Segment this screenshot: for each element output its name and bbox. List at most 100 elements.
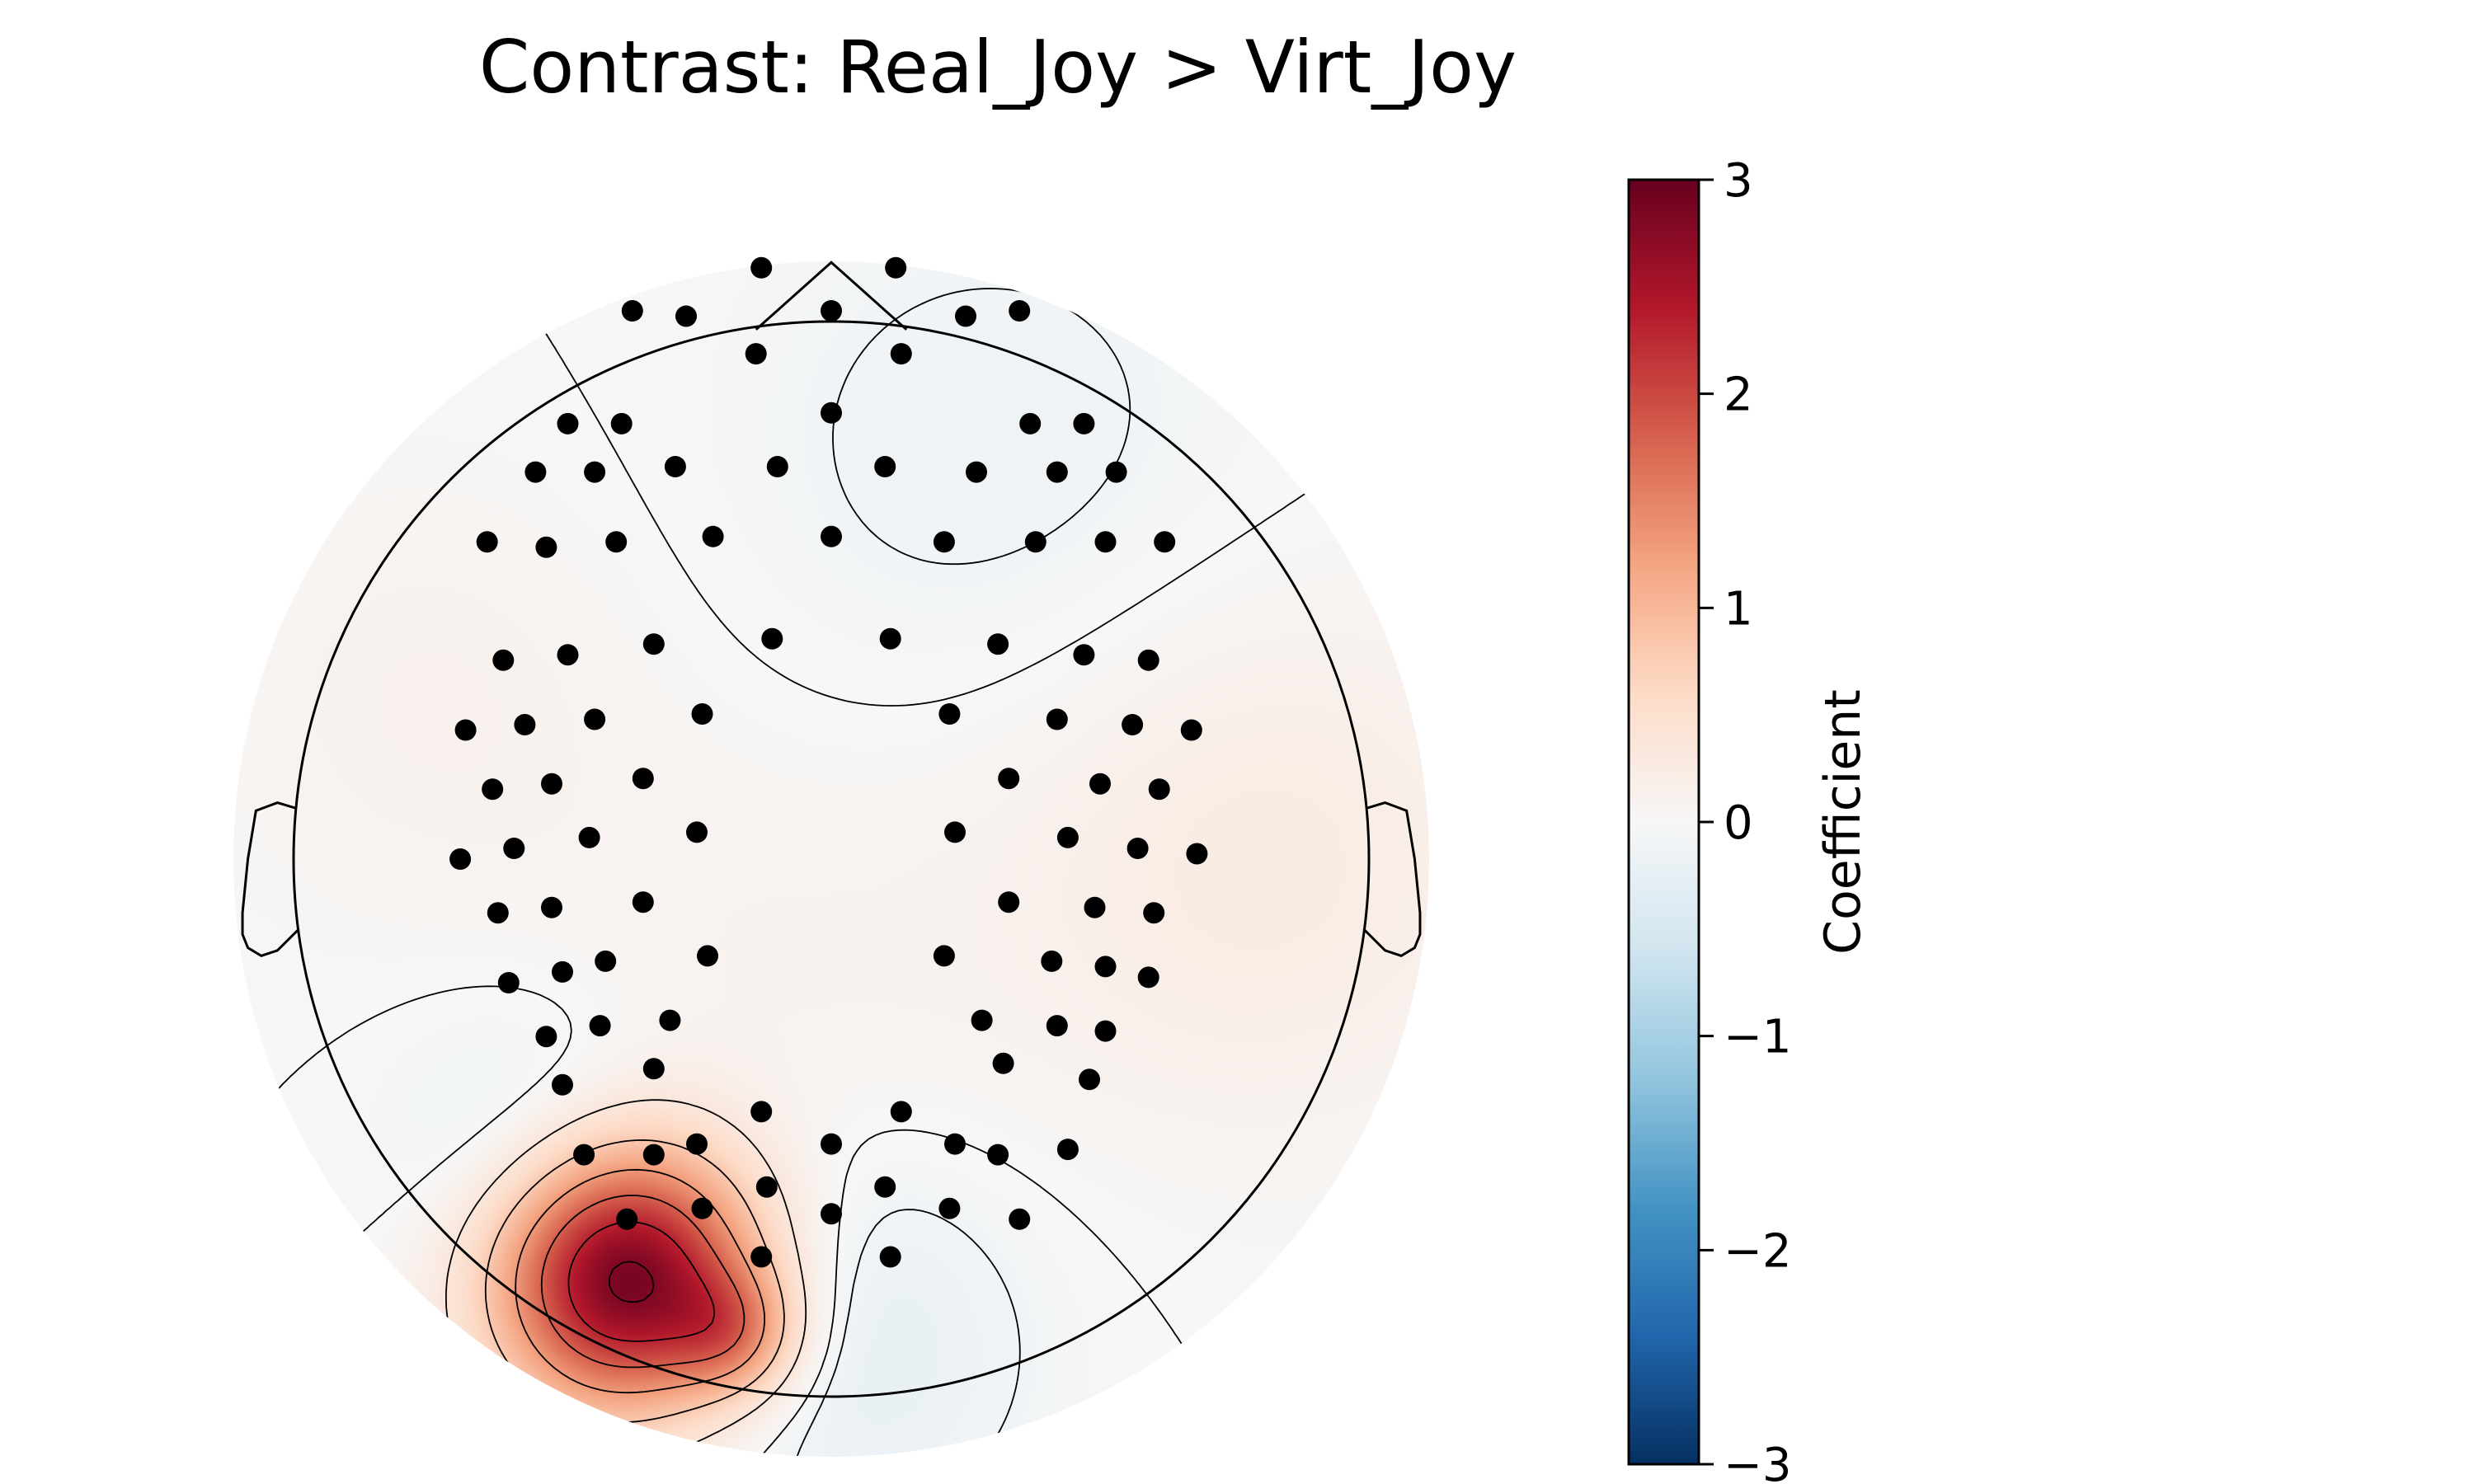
sensor-dot: [879, 1246, 901, 1268]
sensor-dot: [874, 456, 896, 477]
sensor-dot: [535, 536, 557, 558]
sensor-dot: [1186, 843, 1208, 865]
left-ear: [241, 801, 300, 958]
colorbar-tick-label: −3: [1724, 1439, 1792, 1484]
sensor-dot: [476, 531, 498, 553]
sensor-dot: [675, 305, 697, 327]
sensor-dot: [1056, 826, 1079, 848]
chart-title: Contrast: Real_Joy > Virt_Joy: [479, 25, 1517, 110]
sensor-dot: [890, 343, 912, 365]
sensor-dot: [524, 461, 547, 483]
sensor-dot: [535, 1026, 557, 1048]
sensor-dot: [589, 1015, 611, 1037]
colorbar: 3 2 1 0 −1 −2 −3 Coefficient: [1627, 154, 1872, 1484]
sensor-dot: [503, 838, 525, 859]
colorbar-label: Coefficient: [1814, 689, 1872, 955]
sensor-dot: [1094, 956, 1117, 978]
sensor-dot: [642, 633, 665, 655]
sensor-dot: [755, 1176, 778, 1198]
sensor-dot: [659, 1009, 681, 1031]
sensor-dot: [573, 1144, 595, 1166]
sensor-dot: [1024, 531, 1047, 553]
sensor-dot: [966, 461, 987, 483]
sensor-dot: [750, 1101, 773, 1123]
sensor-dot: [632, 891, 654, 913]
sensor-dot: [971, 1009, 993, 1031]
sensor-dot: [557, 412, 579, 434]
colorbar-tick-label: 2: [1724, 369, 1753, 422]
sensor-dot: [761, 627, 783, 650]
sensor-dot: [482, 778, 504, 801]
sensor-dot: [998, 768, 1020, 790]
sensor-dot: [821, 402, 842, 424]
sensor-dot: [1180, 719, 1202, 741]
colorbar-tick-label: 0: [1724, 796, 1753, 850]
sensor-dot: [1105, 461, 1127, 483]
sensor-dot: [1137, 649, 1159, 671]
sensor-dot: [691, 1197, 713, 1219]
sensor-dot: [449, 848, 472, 870]
sensor-dot: [686, 821, 708, 843]
sensor-dot: [987, 1144, 1009, 1166]
sensor-dot: [1094, 1020, 1117, 1042]
topomap: [233, 256, 1429, 1457]
sensor-dot: [1084, 896, 1106, 918]
sensor-dot: [497, 972, 520, 993]
sensor-dot: [492, 649, 515, 671]
sensor-dot: [933, 531, 955, 553]
sensor-dot: [664, 456, 686, 477]
right-ear: [1362, 801, 1422, 958]
sensor-dot: [1094, 531, 1117, 553]
sensor-dot: [552, 960, 573, 983]
sensor-dot: [1079, 1068, 1100, 1091]
sensor-dots: [449, 256, 1208, 1268]
sensor-dot: [557, 644, 579, 666]
sensor-dot: [1073, 412, 1095, 434]
sensor-dot: [879, 627, 901, 650]
sensor-dot: [938, 703, 961, 725]
sensor-dot: [821, 1203, 842, 1225]
sensor-dot: [584, 708, 606, 730]
sensor-dot: [821, 300, 842, 322]
sensor-dot: [821, 525, 842, 547]
sensor-dot: [642, 1058, 665, 1080]
sensor-dot: [605, 531, 628, 553]
sensor-dot: [632, 768, 654, 790]
sensor-dot: [750, 1246, 773, 1268]
colorbar-ticks: 3 2 1 0 −1 −2 −3: [1699, 154, 1792, 1484]
sensor-dot: [998, 891, 1020, 913]
sensor-dot: [642, 1144, 665, 1166]
sensor-dot: [874, 1176, 896, 1198]
sensor-dot: [541, 773, 562, 795]
sensor-dot: [890, 1101, 912, 1123]
sensor-dot: [1126, 838, 1149, 859]
sensor-dot: [885, 256, 907, 279]
sensor-dot: [610, 412, 633, 434]
sensor-dot: [1046, 461, 1068, 483]
sensor-dot: [933, 945, 955, 967]
sensor-dot: [1148, 778, 1170, 801]
sensor-dot: [1019, 412, 1042, 434]
sensor-dot: [1046, 708, 1068, 730]
colorbar-tick-label: 1: [1724, 582, 1753, 636]
sensor-dot: [616, 1208, 638, 1230]
sensor-dot: [944, 1133, 966, 1155]
sensor-dot: [1089, 773, 1111, 795]
sensor-dot: [1154, 531, 1176, 553]
sensor-dot: [944, 821, 966, 843]
sensor-dot: [821, 1133, 842, 1155]
sensor-dot: [745, 343, 767, 365]
sensor-dot: [584, 461, 606, 483]
colorbar-tick-label: 3: [1724, 154, 1753, 208]
sensor-dot: [595, 950, 617, 972]
sensor-dot: [750, 256, 773, 279]
sensor-dot: [955, 305, 976, 327]
heatmap-image: [233, 261, 1429, 1457]
sensor-dot: [1143, 902, 1165, 924]
sensor-dot: [691, 703, 713, 725]
sensor-dot: [514, 714, 536, 735]
sensor-dot: [1009, 1208, 1031, 1230]
sensor-dot: [1073, 644, 1095, 666]
sensor-dot: [1056, 1139, 1079, 1161]
